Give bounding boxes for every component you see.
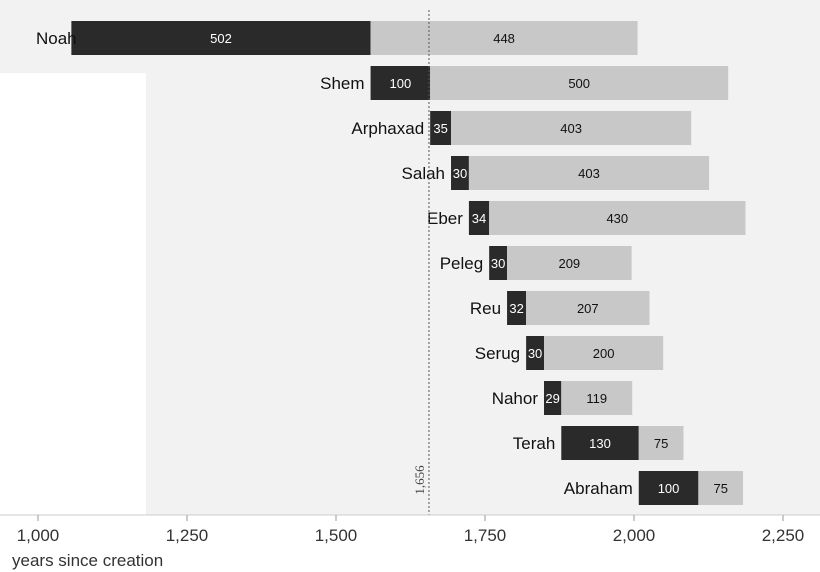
person-name-label: Salah: [402, 164, 445, 183]
bar-dark: [468, 201, 490, 235]
person-name-label: Eber: [427, 209, 463, 228]
bar-label-light: 200: [593, 346, 615, 361]
bar-label-light: 448: [493, 31, 515, 46]
bar-dark: [526, 336, 545, 370]
white-block: [0, 73, 146, 515]
bar-dark: [544, 381, 562, 415]
bar-dark: [489, 246, 508, 280]
person-name-label: Peleg: [440, 254, 483, 273]
x-axis-ticks: 1,000 1,250 1,500 1,750 2,000 2,250: [17, 515, 805, 545]
bar-label-dark: 502: [210, 31, 232, 46]
bar-light: [561, 381, 633, 415]
bar-label-light: 500: [568, 76, 590, 91]
person-name-label: Serug: [475, 344, 520, 363]
bar-light: [544, 336, 664, 370]
bar-light: [489, 201, 746, 235]
x-tick-label: 1,750: [464, 526, 507, 545]
bar-dark: [370, 66, 431, 100]
bar-light: [430, 66, 729, 100]
bar-light: [468, 156, 710, 190]
x-tick-label: 1,500: [315, 526, 358, 545]
x-tick-label: 2,250: [762, 526, 805, 545]
bar-label-light: 207: [577, 301, 599, 316]
x-axis-title: years since creation: [12, 551, 163, 570]
bar-label-light: 119: [586, 391, 607, 406]
bar-light: [638, 426, 684, 460]
bar-label-light: 209: [558, 256, 580, 271]
person-name-label: Terah: [513, 434, 556, 453]
bar-light: [370, 21, 638, 55]
person-name-label: Arphaxad: [351, 119, 424, 138]
bar-dark: [507, 291, 527, 325]
bar-label-dark: 130: [589, 436, 611, 451]
bar-dark: [638, 471, 699, 505]
person-name-label: Abraham: [564, 479, 633, 498]
bar-label-dark: 32: [509, 301, 523, 316]
x-tick-label: 1,000: [17, 526, 60, 545]
bar-label-light: 75: [654, 436, 668, 451]
bar-dark: [561, 426, 639, 460]
bar-label-light: 430: [606, 211, 628, 226]
x-tick-label: 2,000: [613, 526, 656, 545]
bar-label-dark: 100: [390, 76, 412, 91]
bar-label-dark: 30: [453, 166, 467, 181]
bar-label-dark: 30: [528, 346, 542, 361]
x-tick-label: 1,250: [166, 526, 209, 545]
reference-line-label: 1,656: [412, 465, 427, 495]
bar-label-light: 75: [713, 481, 727, 496]
bar-dark: [71, 21, 371, 55]
bar-label-dark: 35: [433, 121, 447, 136]
bar-label-dark: 29: [545, 391, 559, 406]
bar-light: [507, 246, 632, 280]
bar-light: [698, 471, 744, 505]
bar-label-light: 403: [578, 166, 600, 181]
bar-label-dark: 30: [491, 256, 505, 271]
bar-light: [526, 291, 650, 325]
person-name-label: Nahor: [492, 389, 539, 408]
bar-label-dark: 100: [658, 481, 680, 496]
bar-dark: [430, 111, 452, 145]
person-name-label: Noah: [36, 29, 77, 48]
bar-label-light: 403: [560, 121, 582, 136]
bar-light: [451, 111, 692, 145]
bars-group: 502 448 Noah 100 500 Shem 35 403 Arphaxad 30 403 Sa…: [36, 21, 746, 505]
bar-label-dark: 34: [472, 211, 486, 226]
person-name-label: Shem: [320, 74, 364, 93]
person-name-label: Reu: [470, 299, 501, 318]
bar-dark: [451, 156, 469, 190]
